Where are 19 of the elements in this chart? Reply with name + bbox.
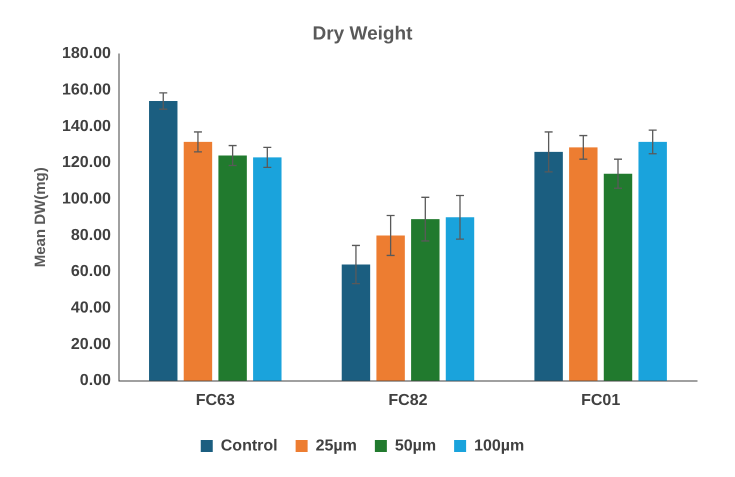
y-axis-title: Mean DW(mg) xyxy=(32,167,50,268)
x-tick-label: FC63 xyxy=(196,392,235,409)
legend-label: 50µm xyxy=(394,437,436,454)
y-tick-label: 100.00 xyxy=(62,190,112,208)
y-tick-label: 20.00 xyxy=(70,336,112,353)
chart-title: Dry Weight xyxy=(312,24,414,45)
y-tick-label: 0.00 xyxy=(80,372,112,390)
legend-label: 25µm xyxy=(316,437,357,454)
y-tick-label: 60.00 xyxy=(70,263,112,280)
y-tick-label: 180.00 xyxy=(62,45,112,62)
y-tick-label: 120.00 xyxy=(62,154,112,172)
y-tick-label: 160.00 xyxy=(62,82,112,99)
y-tick-label: 140.00 xyxy=(62,118,112,135)
legend-label: Control xyxy=(220,437,278,454)
y-tick-label: 40.00 xyxy=(70,300,112,317)
y-tick-label: 80.00 xyxy=(70,226,112,244)
x-tick-label: FC82 xyxy=(388,392,428,409)
legend-label: 100µm xyxy=(474,437,524,454)
x-tick-label: FC01 xyxy=(581,392,620,409)
